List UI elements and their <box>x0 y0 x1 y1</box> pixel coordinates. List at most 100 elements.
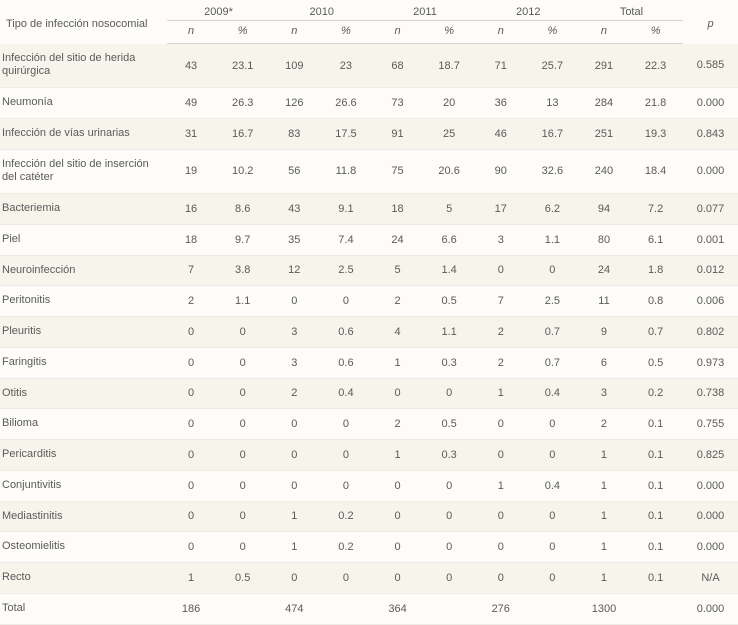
cell-n: 73 <box>373 88 421 119</box>
cell-n: 276 <box>477 593 525 624</box>
cell-pct: 20 <box>422 88 477 119</box>
header-p: p <box>683 0 738 44</box>
cell-p: 0.001 <box>683 224 738 255</box>
cell-pct: 3.8 <box>215 255 270 286</box>
cell-n: 109 <box>270 44 318 88</box>
cell-n: 17 <box>477 194 525 225</box>
cell-n: 71 <box>477 44 525 88</box>
cell-pct: 9.1 <box>318 194 373 225</box>
cell-n: 3 <box>477 224 525 255</box>
cell-pct: 6.6 <box>422 224 477 255</box>
row-label: Neumonía <box>0 88 167 119</box>
cell-pct: 0 <box>215 501 270 532</box>
cell-pct: 0.7 <box>525 317 580 348</box>
cell-n: 1 <box>270 501 318 532</box>
cell-n: 0 <box>167 317 215 348</box>
cell-pct: 0.7 <box>628 317 683 348</box>
table-row: Infección del sitio de herida quirúrgica… <box>0 44 738 88</box>
cell-n: 12 <box>270 255 318 286</box>
cell-n: 1 <box>373 347 421 378</box>
table-row: Pericarditis000010.30010.10.825 <box>0 440 738 471</box>
table-row: Pleuritis0030.641.120.790.70.802 <box>0 317 738 348</box>
cell-n: 0 <box>167 347 215 378</box>
cell-pct <box>215 593 270 624</box>
cell-pct: 0 <box>318 286 373 317</box>
table-row: Piel189.7357.4246.631.1806.10.001 <box>0 224 738 255</box>
cell-n: 0 <box>477 501 525 532</box>
cell-p: 0.843 <box>683 118 738 149</box>
cell-pct: 0.3 <box>422 347 477 378</box>
cell-pct: 0.2 <box>628 378 683 409</box>
cell-n: 2 <box>270 378 318 409</box>
cell-p: N/A <box>683 563 738 594</box>
sub-n: n <box>477 21 525 44</box>
cell-n: 0 <box>373 378 421 409</box>
cell-p: 0.000 <box>683 88 738 119</box>
cell-pct: 0 <box>318 440 373 471</box>
cell-pct: 0.5 <box>422 409 477 440</box>
row-label: Bilioma <box>0 409 167 440</box>
cell-n: 1 <box>580 532 628 563</box>
table-row: Peritonitis21.10020.572.5110.80.006 <box>0 286 738 317</box>
cell-n: 1 <box>477 378 525 409</box>
cell-n: 2 <box>580 409 628 440</box>
cell-pct: 0 <box>318 409 373 440</box>
cell-n: 83 <box>270 118 318 149</box>
cell-pct: 2.5 <box>525 286 580 317</box>
cell-pct: 20.6 <box>422 149 477 194</box>
cell-n: 4 <box>373 317 421 348</box>
cell-pct: 16.7 <box>525 118 580 149</box>
cell-n: 0 <box>167 501 215 532</box>
cell-n: 31 <box>167 118 215 149</box>
cell-pct: 0 <box>215 409 270 440</box>
cell-n: 0 <box>167 378 215 409</box>
cell-n: 0 <box>373 501 421 532</box>
row-label: Osteomielitis <box>0 532 167 563</box>
cell-pct: 6.2 <box>525 194 580 225</box>
cell-pct: 0.4 <box>525 470 580 501</box>
cell-pct: 26.3 <box>215 88 270 119</box>
cell-pct: 7.2 <box>628 194 683 225</box>
cell-pct: 0 <box>525 563 580 594</box>
cell-pct: 16.7 <box>215 118 270 149</box>
cell-n: 364 <box>373 593 421 624</box>
cell-pct: 32.6 <box>525 149 580 194</box>
row-label: Peritonitis <box>0 286 167 317</box>
cell-pct: 0 <box>215 347 270 378</box>
cell-n: 0 <box>270 286 318 317</box>
sub-pct: % <box>215 21 270 44</box>
cell-pct: 1.1 <box>215 286 270 317</box>
cell-pct: 26.6 <box>318 88 373 119</box>
cell-pct: 0 <box>215 378 270 409</box>
cell-n: 3 <box>270 347 318 378</box>
cell-pct: 1.4 <box>422 255 477 286</box>
cell-pct: 0.5 <box>628 347 683 378</box>
cell-pct: 0 <box>525 409 580 440</box>
cell-n: 474 <box>270 593 318 624</box>
infection-table: Tipo de infección nosocomial 2009* 2010 … <box>0 0 738 625</box>
table-row: Recto10.500000010.1N/A <box>0 563 738 594</box>
table-row: Total18647436427613000.000 <box>0 593 738 624</box>
cell-pct: 0.4 <box>525 378 580 409</box>
cell-pct: 0.1 <box>628 440 683 471</box>
cell-pct <box>318 593 373 624</box>
row-label: Otitis <box>0 378 167 409</box>
cell-n: 19 <box>167 149 215 194</box>
cell-pct: 0 <box>318 563 373 594</box>
cell-n: 6 <box>580 347 628 378</box>
cell-n: 75 <box>373 149 421 194</box>
cell-n: 0 <box>270 409 318 440</box>
cell-n: 18 <box>373 194 421 225</box>
row-label: Bacteriemia <box>0 194 167 225</box>
cell-p: 0.000 <box>683 470 738 501</box>
cell-pct: 0 <box>525 255 580 286</box>
cell-p: 0.000 <box>683 532 738 563</box>
cell-p: 0.802 <box>683 317 738 348</box>
cell-pct: 0.8 <box>628 286 683 317</box>
table-row: Osteomielitis0010.2000010.10.000 <box>0 532 738 563</box>
cell-n: 49 <box>167 88 215 119</box>
sub-pct: % <box>525 21 580 44</box>
cell-pct: 0.6 <box>318 347 373 378</box>
cell-p: 0.585 <box>683 44 738 88</box>
cell-n: 0 <box>477 440 525 471</box>
